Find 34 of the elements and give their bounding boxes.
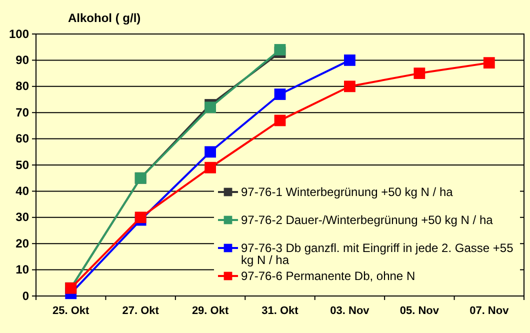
y-tick-label: 10	[16, 262, 30, 277]
y-tick-label: 90	[16, 53, 30, 68]
point	[204, 102, 216, 114]
point	[414, 68, 426, 79]
legend-label: 97-76-6 Permanente Db, ohne N	[241, 269, 416, 284]
x-tick-label: 07. Nov	[470, 304, 510, 317]
point	[274, 88, 286, 100]
x-tick-label: 29. Okt	[192, 304, 229, 317]
y-tick-label: 70	[16, 105, 30, 120]
y-tick-label: 40	[16, 184, 30, 198]
y-tick-label: 60	[16, 132, 30, 146]
y-tick-label: 80	[16, 79, 30, 94]
point	[344, 80, 356, 92]
legend-label: 97-76-2 Dauer-/Winterbegrünung +50 kg N / ha	[241, 213, 494, 228]
x-tick-label: 31. Okt	[262, 304, 299, 317]
y-tick-label: 50	[16, 158, 30, 172]
point	[204, 162, 216, 174]
x-tick-label: 05. Nov	[400, 304, 440, 317]
x-tick-label: 25. Okt	[52, 304, 90, 317]
legend-label: 97-76-3 Db ganzfl. mit Eingriff in jede 2. Gasse +55 kg N / ha	[241, 241, 514, 268]
y-tick-label: 100	[8, 26, 30, 41]
y-tick-label: 0	[22, 288, 30, 303]
y-tick-label: 20	[16, 236, 30, 250]
legend-label: 97-76-1 Winterbegrünung +50 kg N / ha	[241, 185, 454, 200]
y-axis-title: Alkohol ( g/l)	[68, 11, 141, 25]
point	[134, 212, 146, 224]
point	[274, 44, 286, 56]
point	[483, 57, 495, 69]
x-tick-label: 03. Nov	[330, 304, 370, 317]
point	[204, 146, 216, 158]
point	[274, 114, 286, 126]
point	[344, 54, 356, 66]
y-tick-label: 30	[16, 210, 30, 224]
x-tick-label: 27. Okt	[122, 304, 160, 317]
